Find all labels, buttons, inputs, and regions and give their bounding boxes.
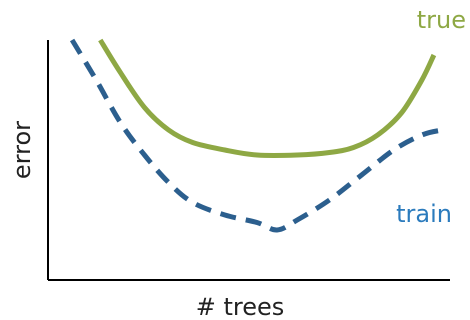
series-layer [69,38,443,233]
y-axis-label: error [8,121,36,179]
series-label-true: true [417,6,466,34]
series-line-true [98,38,437,158]
series-label-train: train [396,200,452,228]
x-axis-label: # trees [196,293,285,320]
series-line-train [69,38,443,233]
